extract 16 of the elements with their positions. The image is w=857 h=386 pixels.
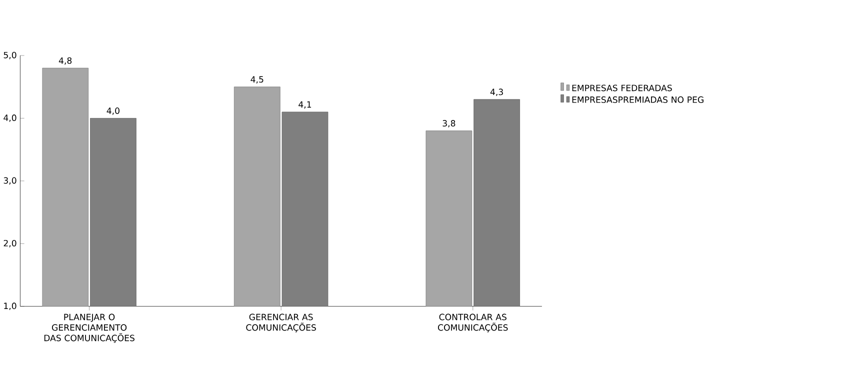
y-tick-label: 1,0 (4, 302, 16, 310)
y-tick-label: 3,0 (4, 177, 16, 185)
y-tick-label: 2,0 (4, 240, 16, 248)
data-label: 4,1 (298, 101, 312, 109)
data-label: 4,0 (106, 108, 120, 115)
data-label: 3,8 (442, 120, 456, 128)
legend-label: EMPRESAS FEDERADAS (572, 84, 672, 92)
x-tick-label: CONTROLAR AS COMUNICAÇÕES (438, 314, 508, 332)
y-tick-label: 5,0 (4, 52, 16, 60)
data-label: 4,8 (58, 57, 72, 65)
y-tick-label: 4,0 (4, 114, 16, 122)
x-tick-label: PLANEJAR O GERENCIAMENTO DAS COMUNICAÇÕES (44, 314, 134, 343)
data-label: 4,5 (250, 76, 264, 84)
data-label: 4,3 (490, 88, 503, 96)
x-tick-label: GERENCIAR AS COMUNICAÇÕES (246, 314, 316, 332)
legend-label: EMPRESASPREMIADAS NO PEG (572, 96, 704, 104)
